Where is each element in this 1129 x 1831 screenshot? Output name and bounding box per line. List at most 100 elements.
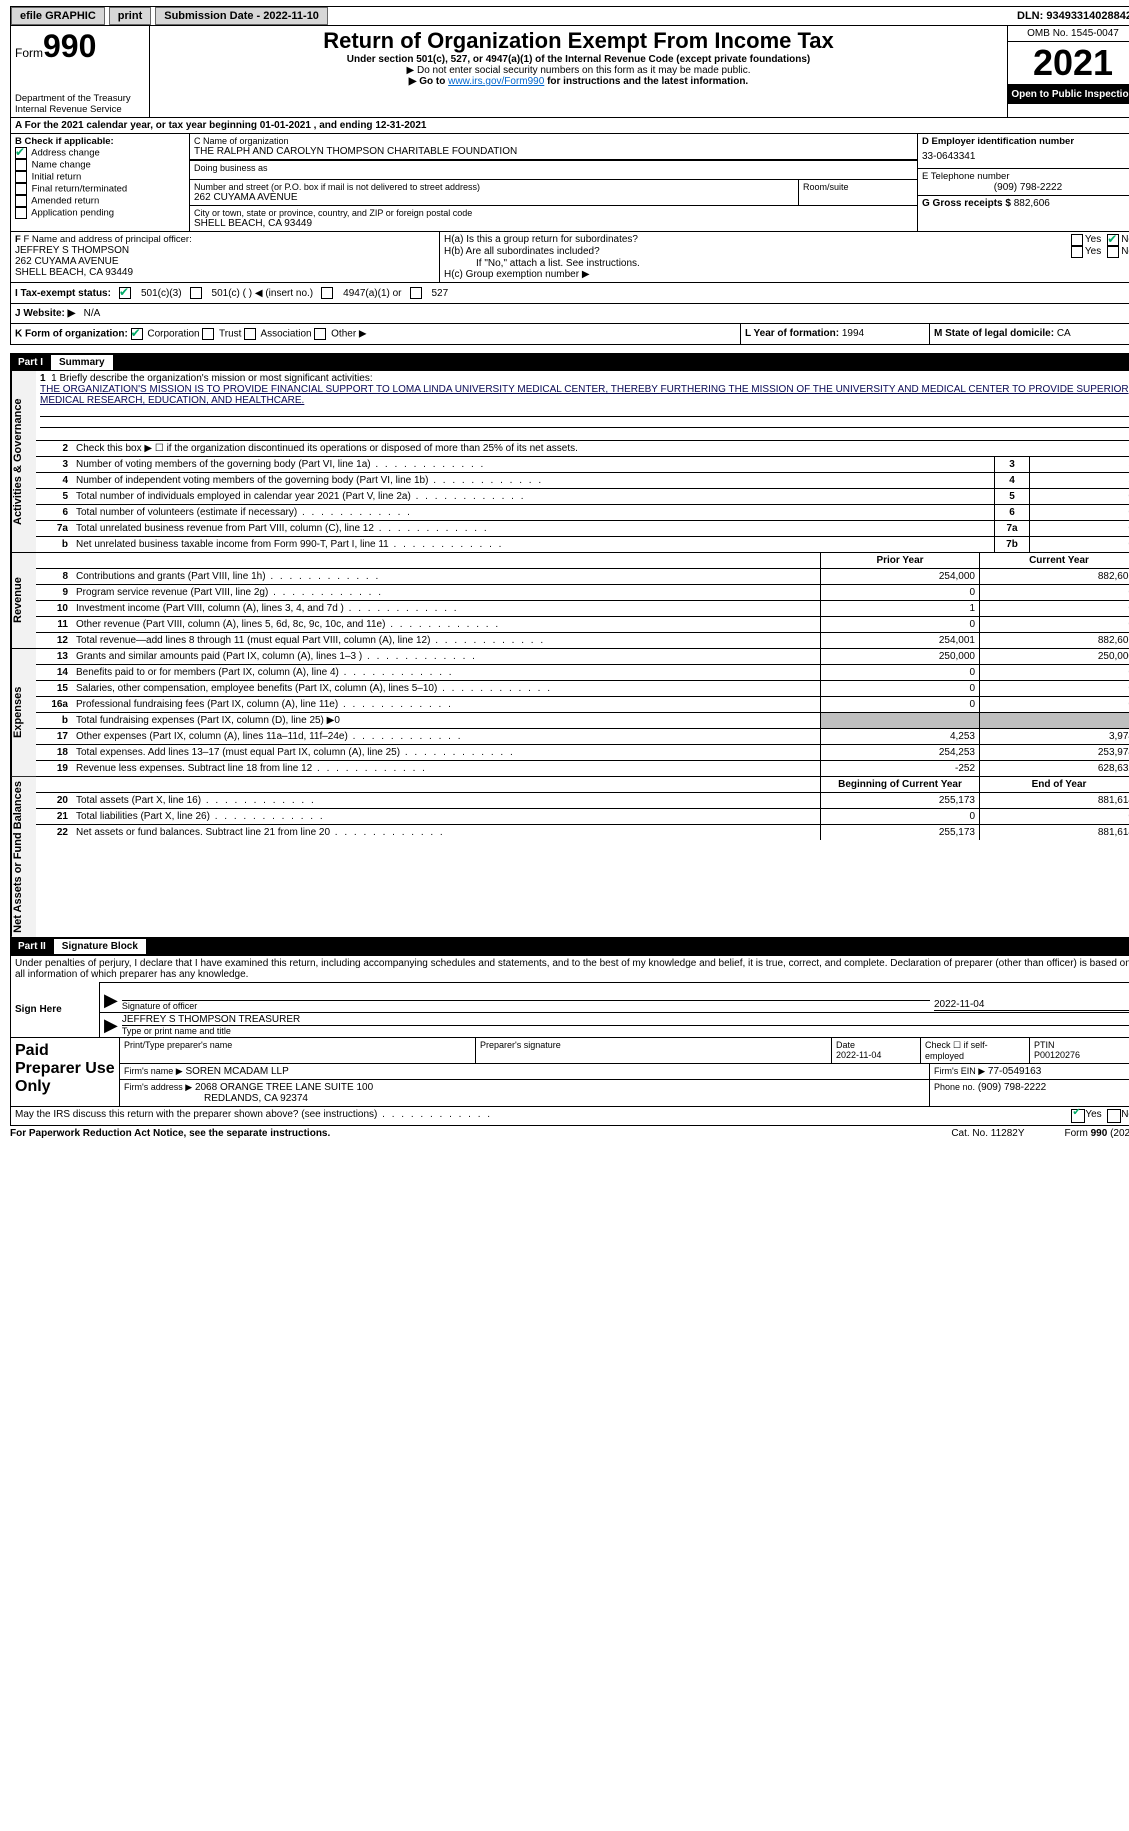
klm-row: K Form of organization: Corporation Trus…: [10, 324, 1129, 345]
mission-label: 1 1 Briefly describe the organization's …: [40, 373, 1129, 384]
topbar: efile GRAPHIC print Submission Date - 20…: [10, 6, 1129, 26]
perjury-statement: Under penalties of perjury, I declare th…: [11, 956, 1129, 982]
efile-button[interactable]: efile GRAPHIC: [11, 7, 105, 25]
sign-date: 2022-11-04: [934, 999, 1129, 1010]
ha-yes[interactable]: [1071, 234, 1083, 246]
irs-link[interactable]: www.irs.gov/Form990: [448, 76, 544, 87]
dba-label: Doing business as: [194, 163, 913, 173]
netassets-row: 20Total assets (Part X, line 16)255,1738…: [36, 793, 1129, 809]
cat-no: Cat. No. 11282Y: [951, 1128, 1024, 1139]
form-title: Return of Organization Exempt From Incom…: [154, 28, 1003, 54]
expenses-section: Expenses 13Grants and similar amounts pa…: [10, 649, 1129, 777]
phone-value: (909) 798-2222: [922, 182, 1129, 193]
expense-row: 16aProfessional fundraising fees (Part I…: [36, 697, 1129, 713]
revenue-row: 9Program service revenue (Part VIII, lin…: [36, 585, 1129, 601]
paperwork-notice: For Paperwork Reduction Act Notice, see …: [10, 1128, 911, 1139]
hb-note: If "No," attach a list. See instructions…: [444, 258, 1129, 269]
form-ref: Form 990 (2021): [1065, 1128, 1129, 1139]
page-footer: For Paperwork Reduction Act Notice, see …: [10, 1126, 1129, 1141]
cb-4947[interactable]: [321, 287, 333, 299]
checkbox-amended[interactable]: [15, 195, 27, 207]
firm-name: SOREN MCADAM LLP: [185, 1066, 288, 1077]
revenue-header: Prior Year Current Year: [36, 553, 1129, 569]
ptin-value: P00120276: [1034, 1050, 1080, 1060]
hb-yes[interactable]: [1071, 246, 1083, 258]
revenue-row: 10Investment income (Part VIII, column (…: [36, 601, 1129, 617]
dln-number: DLN: 93493314028842: [1017, 10, 1129, 22]
subtitle-1: Under section 501(c), 527, or 4947(a)(1)…: [154, 54, 1003, 65]
org-name: THE RALPH AND CAROLYN THOMPSON CHARITABL…: [194, 146, 913, 157]
cb-501c[interactable]: [190, 287, 202, 299]
prep-sig-label: Preparer's signature: [476, 1038, 832, 1063]
cb-other[interactable]: [314, 328, 326, 340]
hb-no[interactable]: [1107, 246, 1119, 258]
officer-addr2: SHELL BEACH, CA 93449: [15, 267, 435, 278]
ha-label: H(a) Is this a group return for subordin…: [444, 234, 1071, 246]
revenue-row: 12Total revenue—add lines 8 through 11 (…: [36, 633, 1129, 648]
expense-row: 17Other expenses (Part IX, column (A), l…: [36, 729, 1129, 745]
sign-arrow-icon: ▶: [104, 990, 118, 1011]
cb-assoc[interactable]: [244, 328, 256, 340]
form-990-page: efile GRAPHIC print Submission Date - 20…: [0, 0, 1129, 1147]
part2-header: Part II Signature Block: [10, 938, 1129, 956]
gross-value: 882,606: [1014, 198, 1050, 209]
prep-name-label: Print/Type preparer's name: [120, 1038, 476, 1063]
sign-here-label: Sign Here: [11, 982, 100, 1037]
ein-value: 33-0643341: [922, 147, 1129, 166]
expense-row: 14Benefits paid to or for members (Part …: [36, 665, 1129, 681]
sign-date-label: [934, 1010, 1129, 1011]
checkbox-app-pending[interactable]: [15, 207, 27, 219]
irs-label: Internal Revenue Service: [15, 104, 145, 115]
netassets-section: Net Assets or Fund Balances Beginning of…: [10, 777, 1129, 938]
cb-501c3[interactable]: [119, 287, 131, 299]
expense-row: 18Total expenses. Add lines 13–17 (must …: [36, 745, 1129, 761]
discuss-no[interactable]: [1107, 1109, 1121, 1123]
gov-row: 5Total number of individuals employed in…: [36, 489, 1129, 505]
calendar-year-row: A For the 2021 calendar year, or tax yea…: [10, 118, 1129, 134]
checkbox-address-change[interactable]: [15, 147, 27, 159]
city-value: SHELL BEACH, CA 93449: [194, 218, 913, 229]
netassets-row: 22Net assets or fund balances. Subtract …: [36, 825, 1129, 840]
org-name-label: C Name of organization: [194, 136, 913, 146]
gov-row: 6Total number of volunteers (estimate if…: [36, 505, 1129, 521]
cb-corp[interactable]: [131, 328, 143, 340]
netassets-row: 21Total liabilities (Part X, line 26)00: [36, 809, 1129, 825]
room-label: Room/suite: [803, 182, 913, 192]
typed-name-label: Type or print name and title: [122, 1026, 1129, 1036]
discuss-question: May the IRS discuss this return with the…: [15, 1109, 1071, 1123]
checkbox-final-return[interactable]: [15, 183, 27, 195]
paid-preparer-label: Paid Preparer Use Only: [11, 1038, 120, 1106]
cb-527[interactable]: [410, 287, 422, 299]
governance-section: Activities & Governance 1 1 Briefly desc…: [10, 371, 1129, 553]
discuss-yes[interactable]: [1071, 1109, 1085, 1123]
officer-addr1: 262 CUYAMA AVENUE: [15, 256, 435, 267]
sidelabel-governance: Activities & Governance: [11, 371, 36, 552]
city-label: City or town, state or province, country…: [194, 208, 913, 218]
revenue-row: 11Other revenue (Part VIII, column (A), …: [36, 617, 1129, 633]
checkbox-initial-return[interactable]: [15, 171, 27, 183]
netassets-header: Beginning of Current Year End of Year: [36, 777, 1129, 793]
gov-row: 3Number of voting members of the governi…: [36, 457, 1129, 473]
revenue-section: Revenue Prior Year Current Year 8Contrib…: [10, 553, 1129, 649]
ha-no[interactable]: [1107, 234, 1119, 246]
phone-label: E Telephone number: [922, 171, 1129, 182]
prep-date-label: Date: [836, 1040, 855, 1050]
gov-row: 4Number of independent voting members of…: [36, 473, 1129, 489]
officer-label: F F Name and address of principal office…: [15, 234, 435, 245]
subtitle-2: Do not enter social security numbers on …: [154, 65, 1003, 76]
sidelabel-revenue: Revenue: [11, 553, 36, 648]
tax-exempt-row: I Tax-exempt status: 501(c)(3) 501(c) ( …: [10, 283, 1129, 304]
submission-date: Submission Date - 2022-11-10: [155, 7, 328, 25]
gov-row: bNet unrelated business taxable income f…: [36, 537, 1129, 552]
expense-row: 15Salaries, other compensation, employee…: [36, 681, 1129, 697]
print-button[interactable]: print: [109, 7, 151, 25]
hb-label: H(b) Are all subordinates included?: [444, 246, 1071, 258]
officer-name: JEFFREY S THOMPSON: [15, 245, 435, 256]
tax-year: 2021: [1008, 42, 1129, 85]
revenue-row: 8Contributions and grants (Part VIII, li…: [36, 569, 1129, 585]
cb-trust[interactable]: [202, 328, 214, 340]
checkbox-name-change[interactable]: [15, 159, 27, 171]
sidelabel-netassets: Net Assets or Fund Balances: [11, 777, 36, 937]
gov-row: 2Check this box ▶ ☐ if the organization …: [36, 441, 1129, 457]
gross-label: G Gross receipts $: [922, 198, 1011, 209]
